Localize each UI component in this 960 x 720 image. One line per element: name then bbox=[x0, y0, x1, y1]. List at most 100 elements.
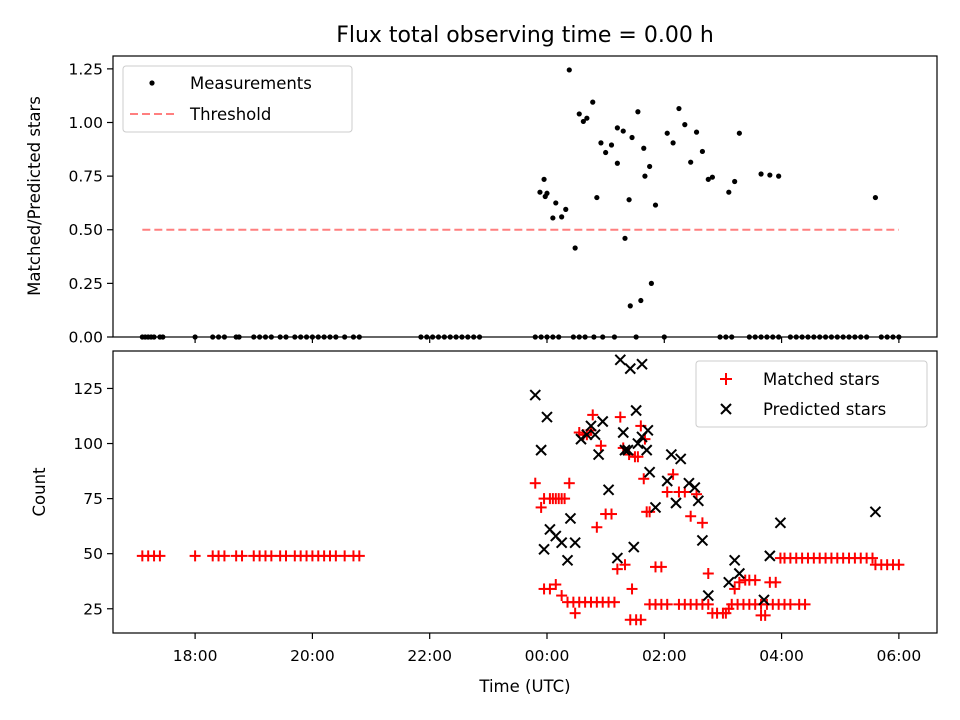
predicted-star-point-b bbox=[538, 543, 550, 555]
predicted-star-point bbox=[628, 541, 640, 553]
predicted-star-point bbox=[636, 431, 648, 443]
predicted-star-point bbox=[541, 411, 553, 423]
matched-star-point bbox=[236, 550, 248, 562]
matched-star-point bbox=[556, 590, 568, 602]
predicted-star-point bbox=[758, 594, 770, 606]
top-plot-frame bbox=[112, 55, 938, 338]
matched-star-point bbox=[544, 583, 556, 595]
predicted-star-point-b bbox=[602, 484, 615, 496]
measurement-point bbox=[626, 197, 632, 203]
matched-star-point bbox=[606, 508, 618, 520]
predicted-star-point-b bbox=[535, 444, 547, 456]
bottom-y-axis-label: Count bbox=[30, 467, 49, 517]
predicted-star-point-b bbox=[614, 354, 627, 366]
legend-predicted-label: Predicted stars bbox=[763, 400, 886, 419]
predicted-star-point-b bbox=[628, 541, 640, 553]
measurement-point bbox=[767, 172, 773, 178]
predicted-star-point bbox=[538, 543, 550, 555]
predicted-star-point-b bbox=[541, 411, 553, 423]
predicted-star-point-b bbox=[758, 594, 770, 606]
bottom-y-tick-label: 50 bbox=[83, 545, 103, 563]
measurement-point bbox=[732, 178, 738, 185]
predicted-star-point bbox=[689, 481, 701, 494]
measurement-point bbox=[603, 149, 609, 156]
predicted-star-point bbox=[661, 475, 673, 487]
top-legend-box bbox=[122, 65, 353, 133]
measurement-point bbox=[647, 163, 653, 170]
matched-star-point bbox=[702, 598, 714, 610]
predicted-star-point bbox=[774, 517, 787, 529]
predicted-star-point bbox=[636, 358, 648, 370]
predicted-star-point-b bbox=[636, 431, 648, 443]
top-y-axis-label: Matched/Predicted stars bbox=[25, 96, 44, 296]
predicted-star-point bbox=[535, 444, 547, 456]
predicted-star-point-b bbox=[649, 501, 662, 514]
top-chart-title: Flux total observing time = 0.00 h bbox=[336, 23, 714, 48]
matched-star-point bbox=[569, 607, 581, 619]
predicted-star-point bbox=[564, 512, 577, 525]
predicted-star-point-b bbox=[636, 358, 648, 370]
predicted-star-point-b bbox=[683, 477, 695, 489]
matched-star-point bbox=[559, 493, 571, 505]
bottom-legend-box bbox=[695, 360, 928, 428]
predicted-star-point-b bbox=[733, 567, 746, 580]
matched-star-point bbox=[614, 411, 626, 423]
matched-star-point bbox=[529, 477, 541, 489]
predicted-star-point-b bbox=[569, 536, 581, 549]
legend-threshold-label: Threshold bbox=[189, 105, 271, 124]
predicted-star-point bbox=[602, 484, 615, 496]
predicted-star-point bbox=[624, 362, 636, 375]
matched-star-point bbox=[696, 517, 708, 529]
matched-star-point bbox=[770, 576, 782, 588]
predicted-star-point bbox=[630, 404, 642, 417]
matched-star-point bbox=[638, 473, 650, 485]
predicted-star-point bbox=[869, 506, 882, 518]
matched-star-point bbox=[644, 506, 656, 518]
measurement-point bbox=[572, 245, 578, 251]
matched-star-point bbox=[535, 501, 547, 513]
predicted-star-point-b bbox=[611, 552, 624, 564]
top-legend: Measurements Threshold bbox=[122, 65, 353, 133]
legend-measurements-marker bbox=[149, 80, 155, 86]
predicted-star-point bbox=[675, 453, 687, 465]
measurement-point bbox=[641, 145, 647, 151]
legend-matched-label: Matched stars bbox=[763, 370, 880, 389]
measurement-point bbox=[726, 189, 732, 195]
measurement-point bbox=[688, 159, 694, 165]
measurement-point bbox=[544, 190, 550, 196]
matched-star-point bbox=[595, 440, 607, 452]
matched-star-point bbox=[893, 559, 905, 571]
predicted-star-point bbox=[649, 501, 662, 514]
counts-layer bbox=[136, 354, 905, 626]
measurement-point bbox=[872, 194, 879, 201]
matched-star-point bbox=[723, 603, 735, 615]
matched-star-point bbox=[759, 609, 771, 621]
predicted-star-point bbox=[555, 536, 568, 549]
predicted-star-point bbox=[702, 589, 714, 602]
predicted-star-point-b bbox=[581, 429, 593, 441]
matched-star-point bbox=[632, 451, 644, 463]
bottom-y-tick-label: 100 bbox=[73, 435, 103, 453]
predicted-star-point-b bbox=[640, 444, 653, 456]
measurement-point bbox=[652, 202, 659, 208]
predicted-star-point bbox=[692, 495, 705, 507]
bottom-panel: Count Time (UTC) 25 50 75 100 125 18:00 20:00… bbox=[30, 350, 938, 696]
measurement-point bbox=[705, 176, 711, 182]
measurement-point bbox=[638, 297, 644, 304]
predicted-star-point-b bbox=[661, 475, 673, 487]
predicted-star-point-b bbox=[564, 512, 577, 525]
predicted-star-point-b bbox=[696, 534, 709, 547]
bottom-x-ticks: 18:00 20:00 22:00 00:00 02:00 04:00 06:00 bbox=[173, 633, 921, 665]
predicted-star-point-b bbox=[617, 426, 629, 439]
predicted-star-point bbox=[632, 437, 644, 450]
matched-star-point bbox=[685, 510, 697, 522]
predicted-star-point bbox=[581, 429, 593, 441]
matched-star-point bbox=[563, 477, 575, 489]
predicted-star-point-b bbox=[624, 362, 636, 375]
measurement-point bbox=[682, 122, 688, 128]
predicted-star-point-b bbox=[728, 554, 741, 567]
measurement-point bbox=[576, 111, 582, 117]
measurement-point bbox=[676, 105, 682, 112]
matched-star-point bbox=[154, 550, 166, 562]
